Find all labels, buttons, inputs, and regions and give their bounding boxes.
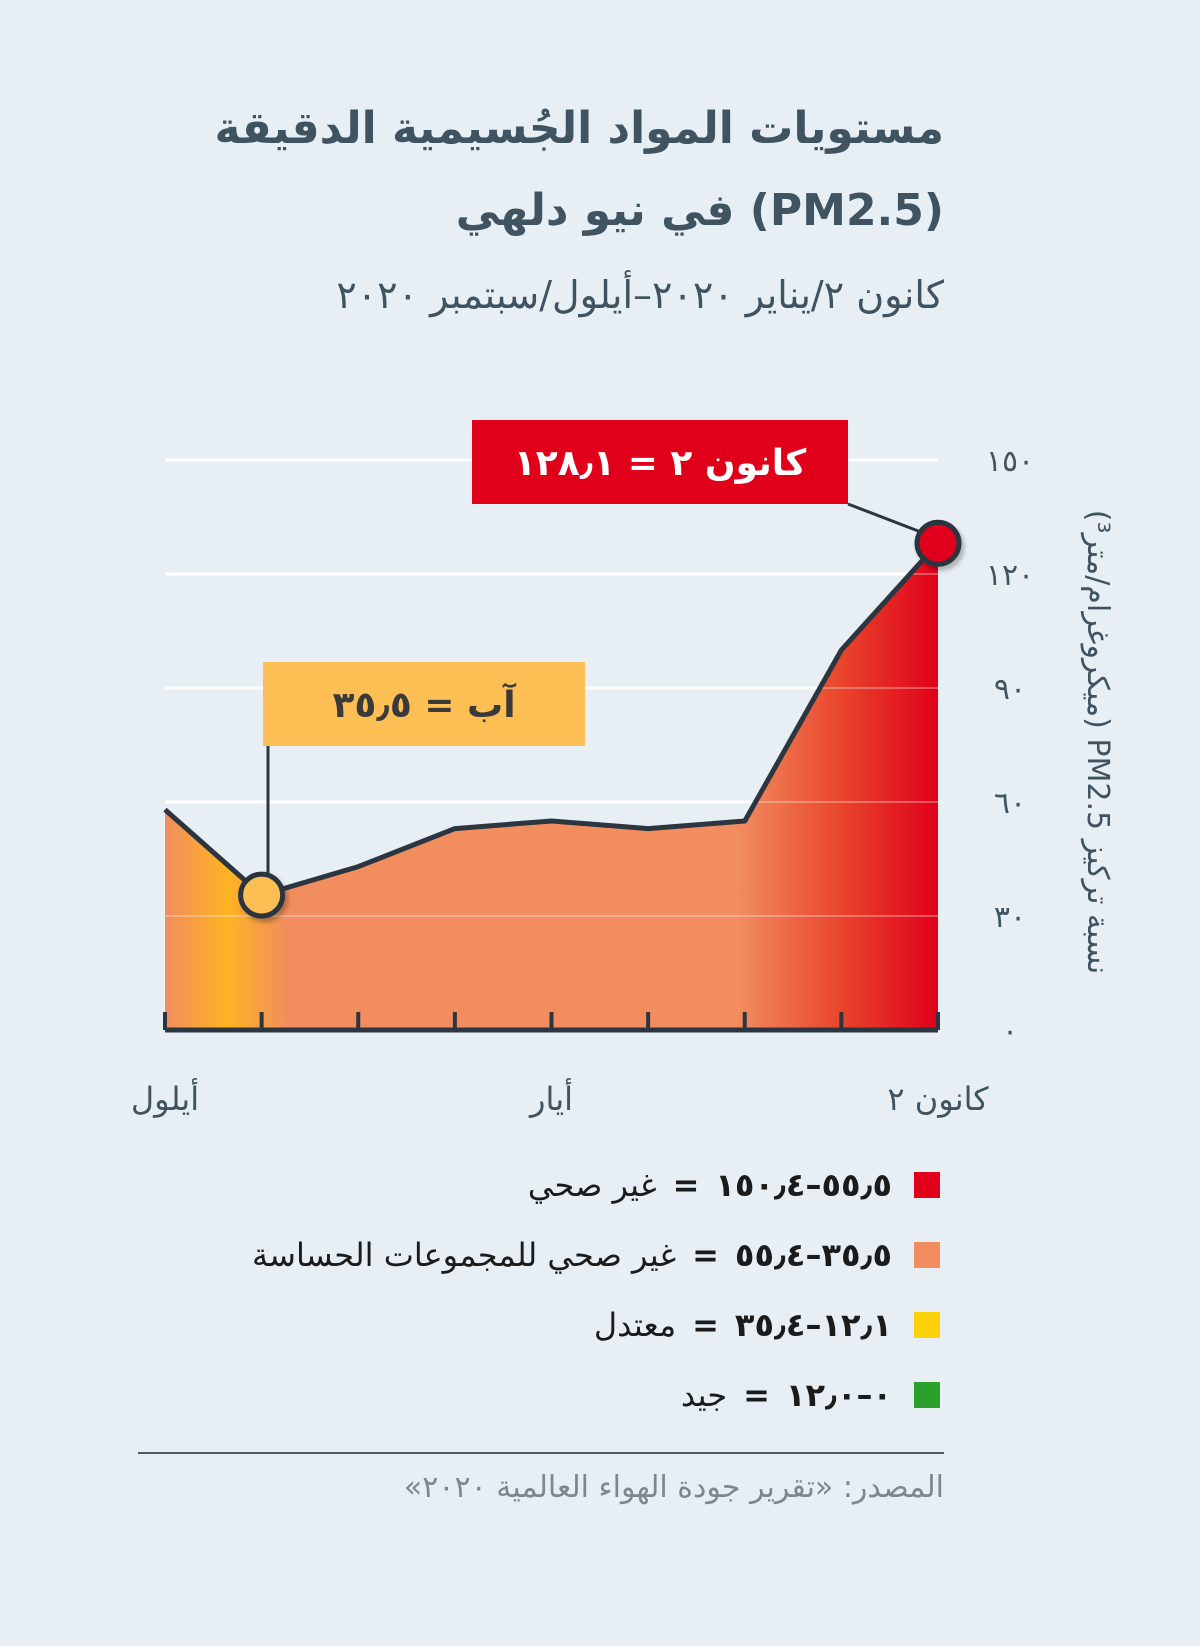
pm25-area — [165, 543, 938, 1030]
x-tick-label: أيلول — [131, 1078, 199, 1118]
footer-divider — [138, 1452, 944, 1454]
legend-item: ٥٥٫٥–١٥٠٫٤ = غير صحي — [120, 1150, 940, 1220]
legend-item: ٠–١٢٫٠ = جيد — [120, 1360, 940, 1430]
y-axis-ticks: ٠ ٣٠ ٦٠ ٩٠ ١٢٠ ١٥٠ — [986, 444, 1034, 1049]
chart-title: مستويات المواد الجُسيمية الدقيقة (PM2.5)… — [214, 103, 944, 236]
source-note: المصدر: «تقرير جودة الهواء العالمية ٢٠٢٠… — [403, 1470, 944, 1505]
legend-equals: = — [743, 1376, 770, 1414]
y-tick-label: ١٥٠ — [986, 444, 1034, 479]
legend-swatch-good — [914, 1382, 940, 1408]
legend-label: جيد — [680, 1376, 728, 1414]
legend-label: غير صحي — [527, 1166, 657, 1204]
annotation-label: آب = ٣٥٫٥ — [332, 682, 517, 726]
legend-range: ٠–١٢٫٠ — [785, 1376, 892, 1414]
annotations: كانون ٢ = ١٢٨٫١ آب = ٣٥٫٥ — [238, 420, 962, 919]
y-tick-label: ٩٠ — [994, 672, 1026, 707]
legend-swatch-unhealthy-sensitive — [914, 1242, 940, 1268]
legend-label: معتدل — [593, 1306, 677, 1344]
annotation-marker — [914, 519, 962, 567]
legend-equals: = — [692, 1306, 719, 1344]
pm25-area-chart: ٠ ٣٠ ٦٠ ٩٠ ١٢٠ ١٥٠ كانون ٢ أيار أيلول نسبة تركي… — [131, 420, 1115, 1118]
legend-label: غير صحي للمجموعات الحساسة — [251, 1236, 677, 1274]
legend-range: ٥٥٫٥–١٥٠٫٤ — [715, 1166, 892, 1204]
legend-item: ٣٥٫٥–٥٥٫٤ = غير صحي للمجموعات الحساسة — [120, 1220, 940, 1290]
legend-equals: = — [692, 1236, 719, 1274]
annotation-box — [263, 662, 585, 746]
y-tick-label: ١٢٠ — [986, 558, 1034, 593]
annotation-label: كانون ٢ = ١٢٨٫١ — [514, 443, 806, 484]
y-axis-label: نسبة تركيز PM2.5 (ميكروغرام/متر³) — [1080, 510, 1115, 974]
x-axis — [163, 1012, 940, 1033]
legend-swatch-moderate — [914, 1312, 940, 1338]
y-tick-label: ٦٠ — [994, 786, 1026, 821]
y-tick-label: ٠ — [1002, 1014, 1018, 1049]
x-axis-ticks: كانون ٢ أيار أيلول — [131, 1078, 989, 1118]
legend-equals: = — [672, 1166, 700, 1204]
x-tick-label: كانون ٢ — [887, 1080, 989, 1118]
legend-range: ١٢٫١–٣٥٫٤ — [734, 1306, 892, 1344]
annotation-marker — [238, 871, 286, 919]
y-tick-label: ٣٠ — [994, 900, 1026, 935]
annotation-box — [472, 420, 848, 504]
x-tick-label: أيار — [528, 1078, 573, 1118]
pm25-series-line — [163, 541, 940, 898]
annotation-connector — [847, 502, 925, 535]
legend: ٥٥٫٥–١٥٠٫٤ = غير صحي ٣٥٫٥–٥٥٫٤ = غير صحي… — [120, 1150, 940, 1430]
legend-swatch-unhealthy — [914, 1172, 940, 1198]
chart-subtitle: كانون ٢/يناير ٢٠٢٠–أيلول/سبتمبر ٢٠٢٠ — [336, 273, 944, 317]
legend-range: ٣٥٫٥–٥٥٫٤ — [734, 1236, 892, 1274]
legend-item: ١٢٫١–٣٥٫٤ = معتدل — [120, 1290, 940, 1360]
